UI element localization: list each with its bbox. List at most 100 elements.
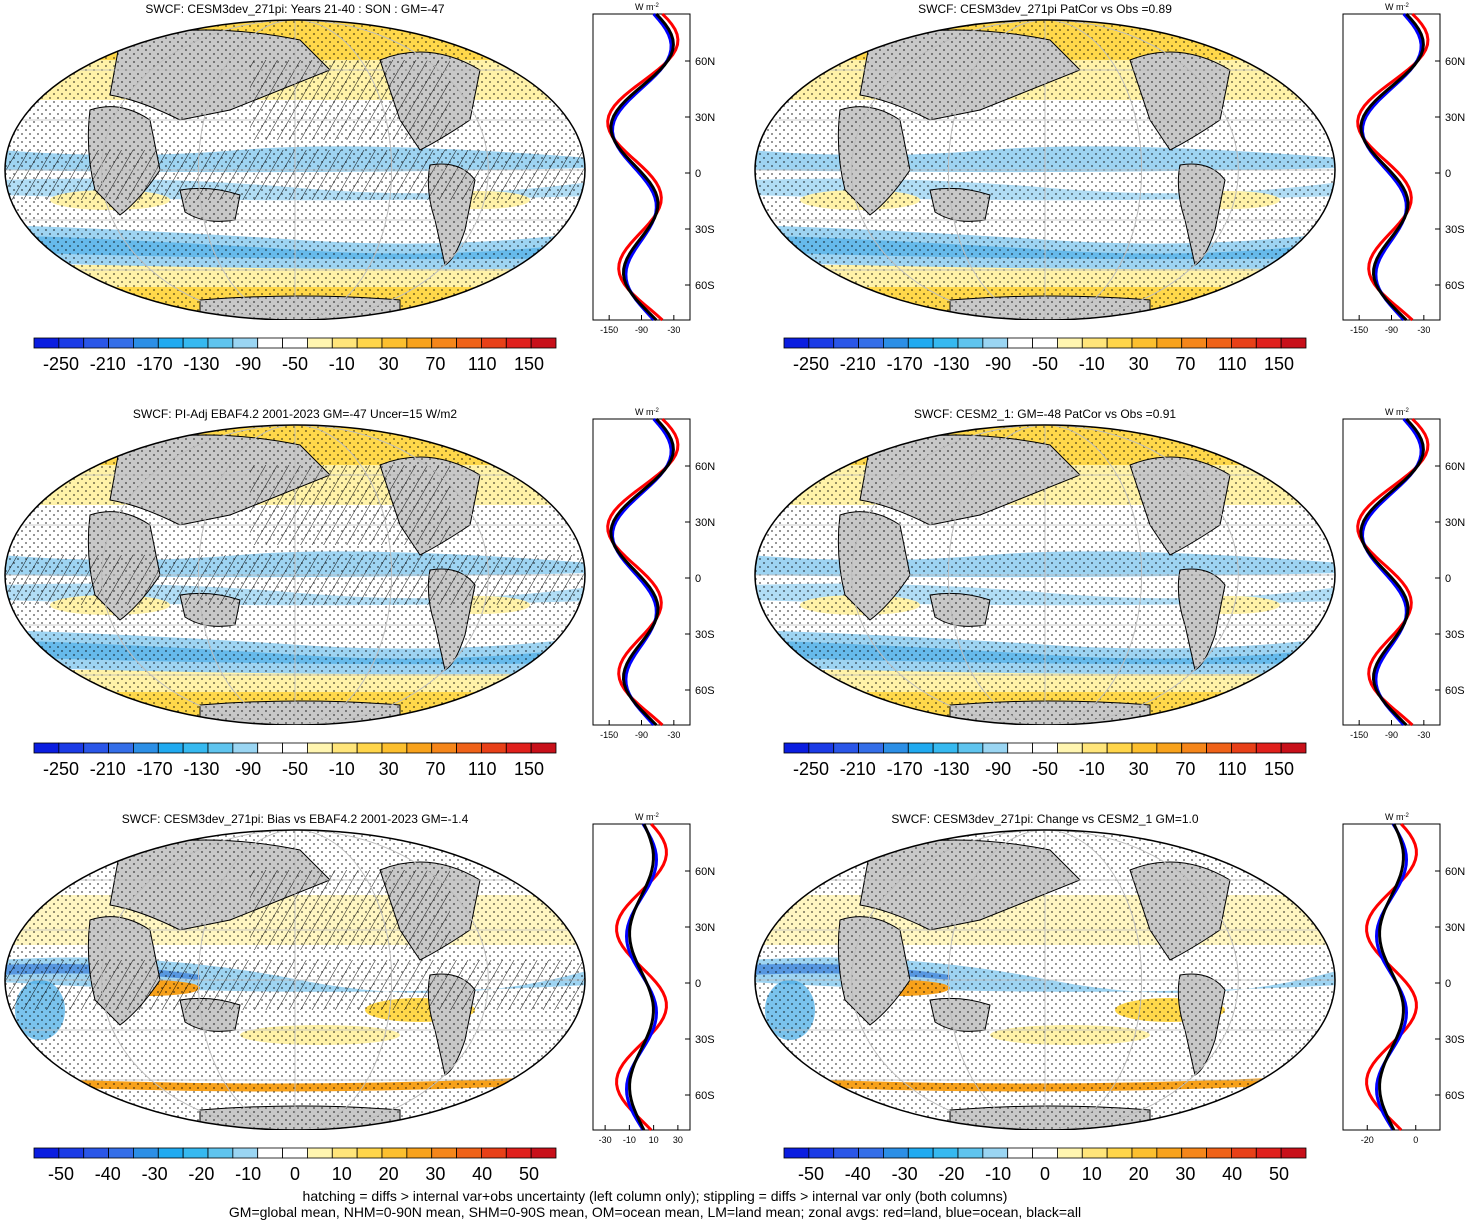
colorbar-swatch: [505, 337, 532, 349]
colorbar-swatch: [982, 1147, 1009, 1159]
panel-title: SWCF: PI-Adj EBAF4.2 2001-2023 GM=-47 Un…: [132, 407, 458, 421]
colorbar-swatch: [1231, 337, 1257, 349]
colorbar-tick-label: 40: [1222, 1164, 1243, 1184]
zonal-lat-tick-label: 30N: [1445, 517, 1465, 529]
colorbar-swatch: [307, 742, 333, 754]
colorbar-swatch: [58, 1147, 85, 1159]
colorbar-swatch: [232, 337, 259, 349]
zonal-lat-tick-label: 30S: [1445, 629, 1465, 641]
colorbar-swatch: [108, 337, 134, 349]
colorbar-swatch: [406, 337, 433, 349]
colorbar-tick-label: 40: [472, 1164, 493, 1184]
colorbar-swatch: [257, 337, 283, 349]
colorbar-swatch: [83, 742, 109, 754]
zonal-lat-tick-label: 60N: [1445, 866, 1465, 878]
colorbar-swatch: [356, 742, 383, 754]
colorbar-swatch: [331, 742, 358, 754]
colorbar-swatch: [883, 742, 909, 754]
zonal-lat-tick-label: 60N: [1445, 56, 1465, 68]
colorbar-swatch: [1032, 1147, 1058, 1159]
colorbar-tick-label: -210: [89, 759, 126, 779]
colorbar-swatch: [282, 1147, 308, 1159]
panel-3: SWCF: PI-Adj EBAF4.2 2001-2023 GM=-47 Un…: [0, 405, 735, 805]
colorbar-swatch: [1106, 1147, 1133, 1159]
panel-title: SWCF: CESM3dev_271pi: Bias vs EBAF4.2 20…: [121, 812, 469, 826]
colorbar-swatch: [1255, 1147, 1282, 1159]
colorbar-swatch: [157, 742, 184, 754]
panel-4: SWCF: CESM2_1: GM=-48 PatCor vs Obs =0.9…: [750, 405, 1483, 805]
colorbar-swatch: [833, 1147, 859, 1159]
zonal-lat-tick-label: 30N: [1445, 922, 1465, 934]
colorbar-swatch: [1181, 742, 1207, 754]
zonal-value-tick-label: -90: [1385, 730, 1398, 740]
colorbar-swatch: [1081, 337, 1108, 349]
colorbar-swatch: [257, 742, 283, 754]
colorbar-swatch: [783, 1147, 810, 1159]
zonal-lat-tick-label: 60S: [695, 1090, 715, 1102]
colorbar-swatch: [1231, 742, 1257, 754]
colorbar-tick-label: 50: [518, 1164, 540, 1184]
colorbar-tick-label: -10: [1078, 759, 1105, 779]
colorbar-labels: -250 -210 -170 -130 -90 -50 -10 30 70 110 150: [33, 354, 555, 376]
zonal-curve: [1359, 417, 1425, 727]
colorbar-swatch: [431, 1147, 457, 1159]
zonal-value-tick-label: -150: [1350, 730, 1368, 740]
zonal-curve: [1365, 822, 1418, 1132]
zonal-lat-tick-label: 0: [695, 573, 701, 585]
zonal-value-tick-label: 30: [673, 1135, 683, 1145]
colorbar-tick-label: -170: [886, 759, 923, 779]
colorbar-labels: -250 -210 -170 -130 -90 -50 -10 30 70 110 150: [783, 759, 1305, 781]
colorbar: [33, 1147, 557, 1159]
footer-line-1: hatching = diffs > internal var+obs unce…: [302, 1188, 1008, 1204]
colorbar-swatch: [381, 1147, 408, 1159]
zonal-value-tick-label: -150: [600, 325, 618, 335]
colorbar-swatch: [957, 742, 984, 754]
colorbar-swatch: [331, 1147, 358, 1159]
zonal-lat-tick-label: 0: [695, 978, 701, 990]
colorbar-swatch: [108, 1147, 134, 1159]
colorbar-tick-label: -210: [839, 759, 876, 779]
zonal-lat-tick-label: 0: [1445, 573, 1451, 585]
zonal-curve: [615, 822, 668, 1132]
zonal-value-tick-label: -90: [635, 730, 648, 740]
colorbar-tick-label: 10: [1081, 1164, 1102, 1184]
colorbar-tick-label: -90: [235, 759, 262, 779]
colorbar-tick-label: 70: [1175, 354, 1196, 374]
colorbar-swatch: [157, 337, 184, 349]
zonal-lat-tick-label: 30N: [1445, 112, 1465, 124]
colorbar-swatch: [530, 742, 557, 754]
colorbar-tick-label: 110: [467, 759, 497, 779]
colorbar-swatch: [83, 337, 109, 349]
colorbar-swatch: [858, 742, 884, 754]
colorbar-swatch: [907, 742, 934, 754]
colorbar-swatch: [1206, 1147, 1232, 1159]
colorbar-tick-label: 30: [378, 759, 399, 779]
colorbar-swatch: [307, 1147, 333, 1159]
colorbar-swatch: [282, 337, 308, 349]
colorbar-swatch: [858, 1147, 884, 1159]
zonal-value-tick-label: -30: [1417, 730, 1430, 740]
colorbar-tick-label: 70: [425, 354, 446, 374]
world-map: [4, 829, 586, 1130]
colorbar: [33, 337, 557, 349]
colorbar-swatch: [356, 1147, 383, 1159]
colorbar-tick-label: -50: [1031, 354, 1059, 374]
colorbar-swatch: [932, 1147, 959, 1159]
zonal-value-tick-label: -150: [1350, 325, 1368, 335]
colorbar-tick-label: -10: [235, 1164, 262, 1184]
colorbar-tick-label: -130: [933, 759, 970, 779]
zonal-value-tick-label: -30: [667, 325, 680, 335]
colorbar-swatch: [1206, 337, 1232, 349]
colorbar-swatch: [783, 337, 810, 349]
zonal-lat-tick-label: 60S: [1445, 685, 1465, 697]
colorbar-tick-label: -50: [281, 354, 309, 374]
colorbar-swatch: [133, 1147, 159, 1159]
colorbar-swatch: [133, 742, 159, 754]
zonal-value-tick-label: 10: [649, 1135, 659, 1145]
zonal-mean-plot: W m-2 60N 30N 0 30S 60S -150 -90 -30: [592, 2, 715, 335]
zonal-value-tick-label: -150: [600, 730, 618, 740]
colorbar-swatch: [33, 337, 60, 349]
colorbar-swatch: [957, 337, 984, 349]
colorbar-tick-label: 20: [1128, 1164, 1149, 1184]
zonal-lat-tick-label: 60S: [695, 685, 715, 697]
